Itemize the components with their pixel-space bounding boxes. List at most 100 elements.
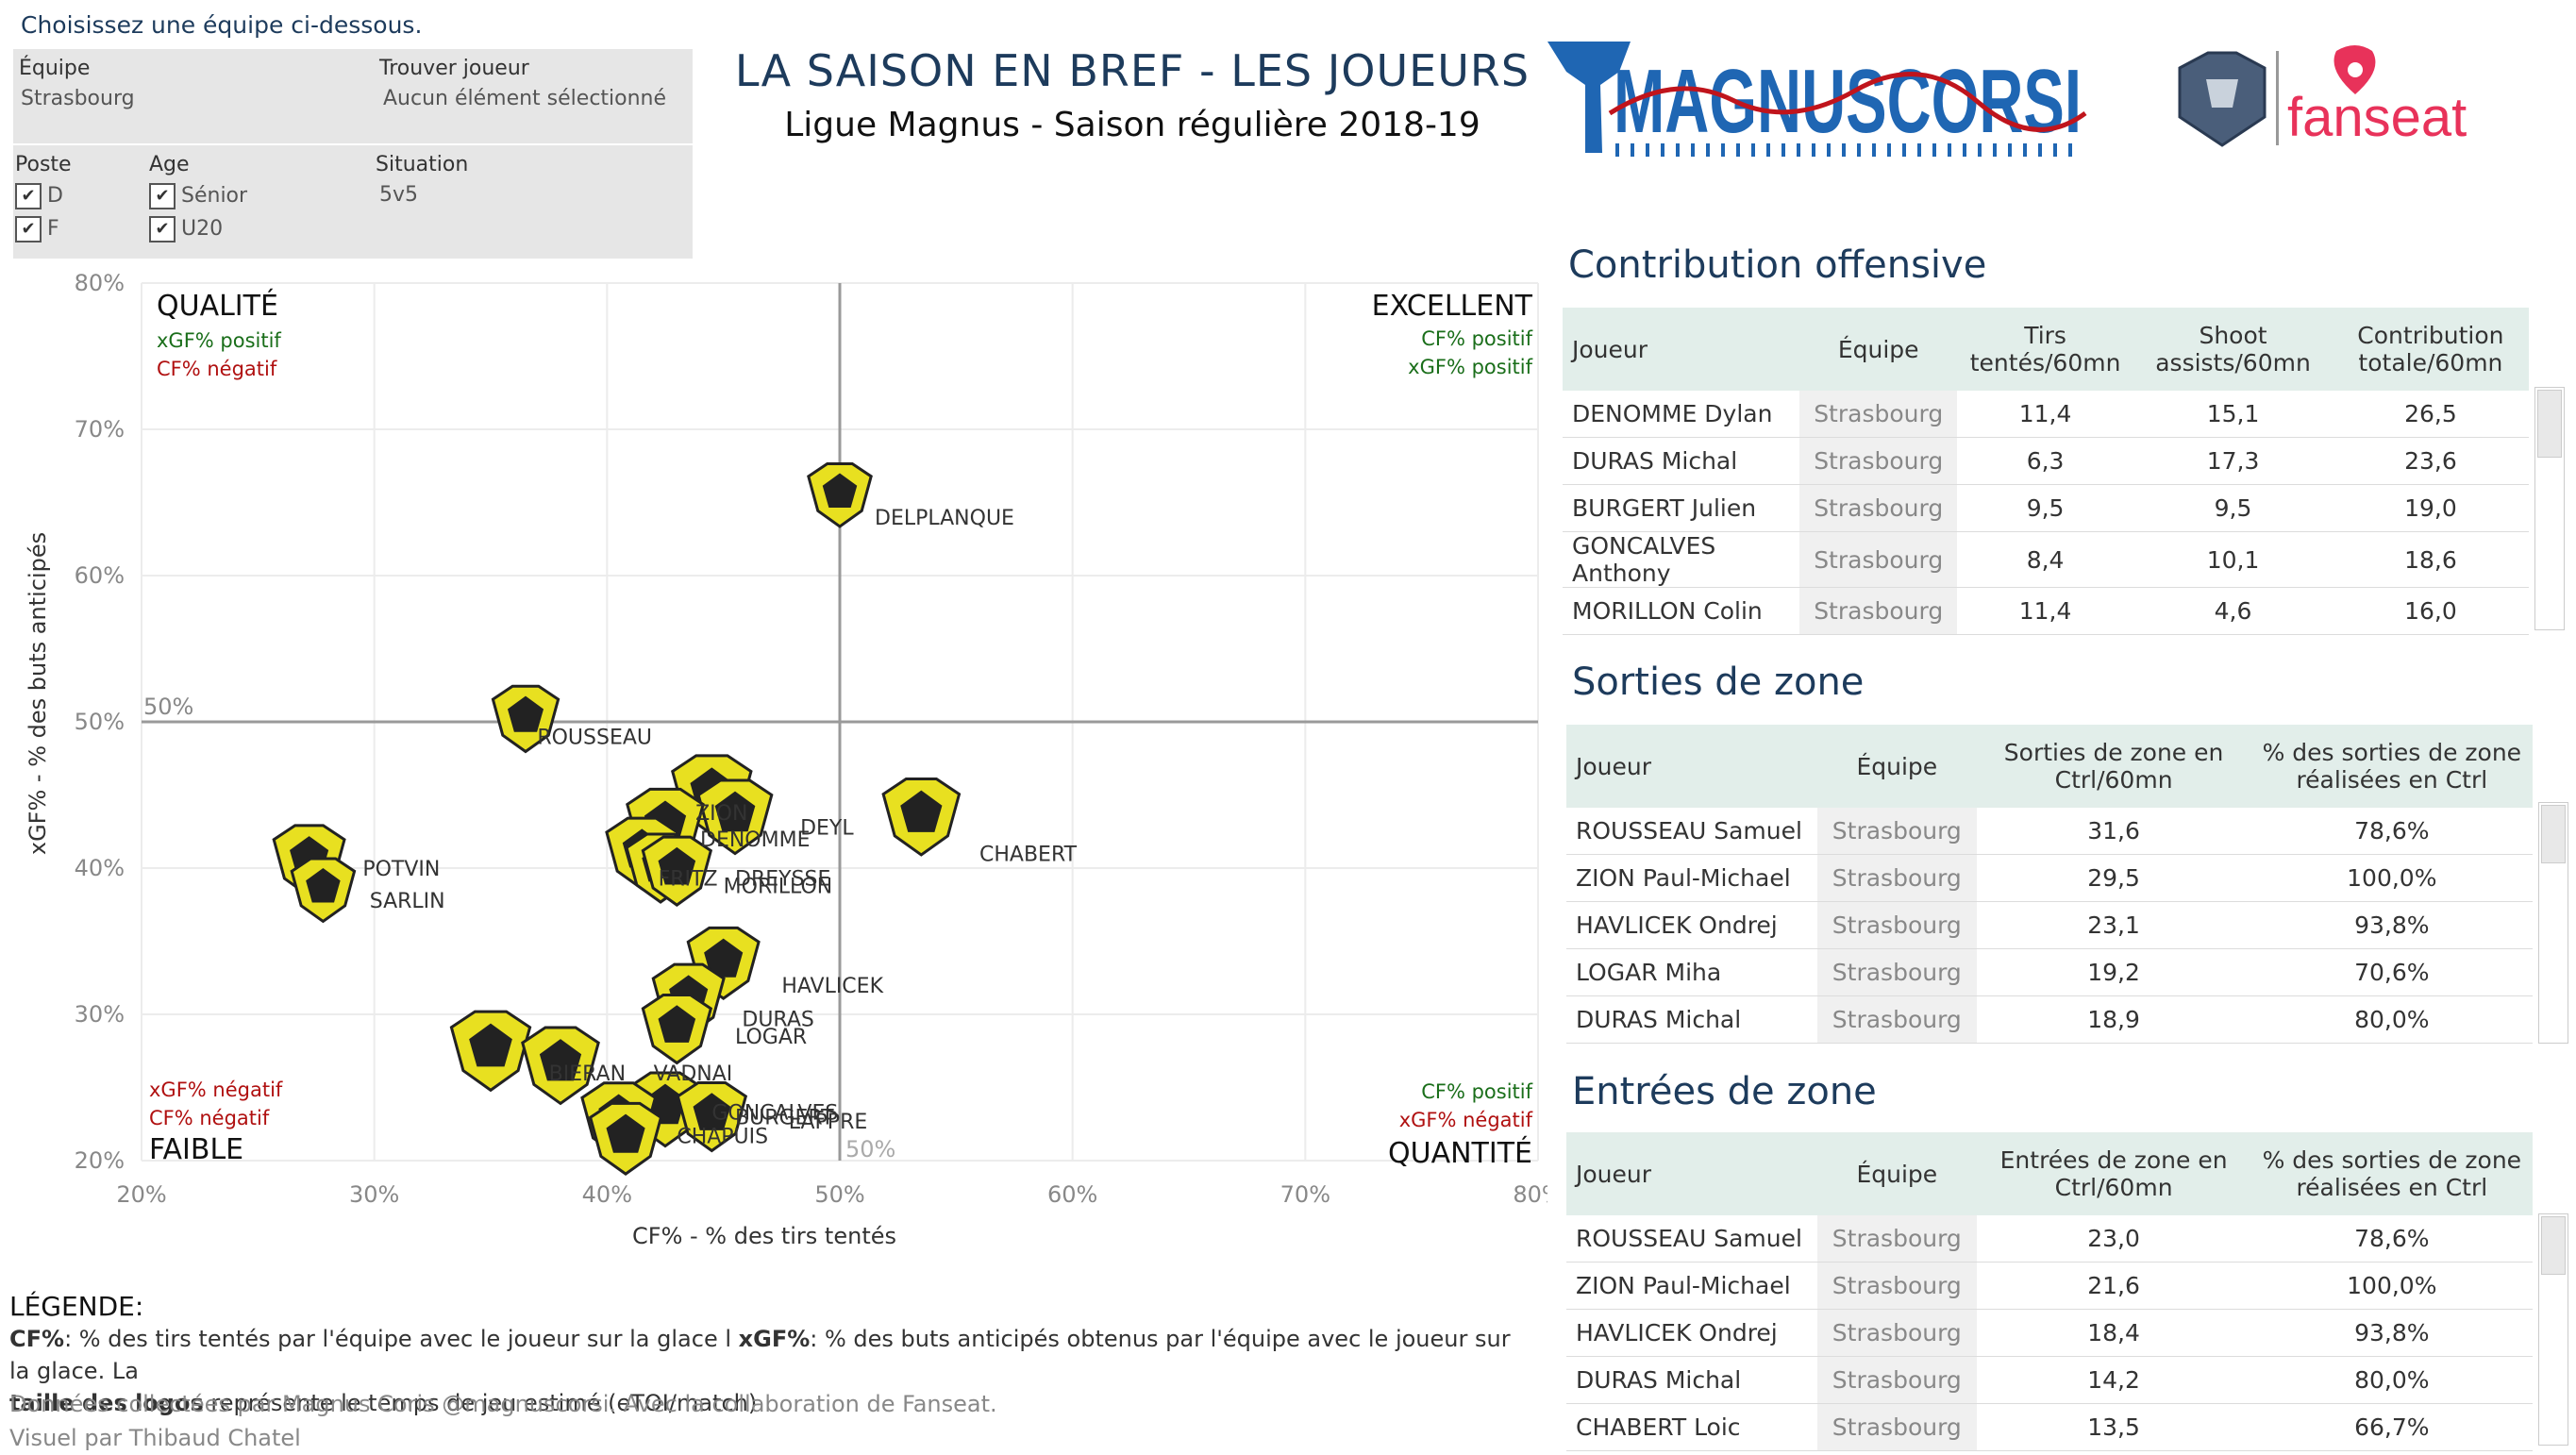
col-header: Joueur xyxy=(1566,1132,1818,1215)
table-row[interactable]: HAVLICEK Ondrej Strasbourg 18,4 93,8% xyxy=(1566,1309,2533,1357)
player-name-cell: DURAS Michal xyxy=(1566,995,1818,1044)
player-point[interactable] xyxy=(641,994,713,1065)
player-finder-input[interactable]: Aucun élément sélectionné xyxy=(383,87,667,110)
contribution-scrollbar[interactable] xyxy=(2534,387,2565,630)
player-label: CHAPUIS xyxy=(677,1125,768,1148)
player-point[interactable] xyxy=(641,835,713,907)
table-row[interactable]: ZION Paul-Michael Strasbourg 29,5 100,0% xyxy=(1566,854,2533,902)
player-label: DREYSSE xyxy=(735,868,830,892)
player-point[interactable] xyxy=(449,1010,532,1093)
scrollbar-thumb[interactable] xyxy=(2541,805,2566,863)
scrollbar-thumb[interactable] xyxy=(2537,390,2562,458)
filters-panel xyxy=(13,49,693,259)
checkbox-checked-icon[interactable]: ✔ xyxy=(149,183,176,209)
player-finder-label: Trouver joueur xyxy=(379,57,529,80)
y-tick-label: 70% xyxy=(75,416,125,443)
checkbox-checked-icon[interactable]: ✔ xyxy=(149,216,176,242)
x-tick-label: 50% xyxy=(814,1181,864,1208)
checkbox-checked-icon[interactable]: ✔ xyxy=(15,183,42,209)
team-filter-dropdown[interactable]: Strasbourg xyxy=(21,87,135,110)
logo-star-icon xyxy=(306,868,341,903)
quadrant-title-quantity: QUANTITÉ xyxy=(1388,1136,1532,1170)
value-cell: 17,3 xyxy=(2133,437,2333,485)
quadrant-note: xGF% positif xyxy=(1408,356,1532,378)
checkbox-checked-icon[interactable]: ✔ xyxy=(15,216,42,242)
y-reference-label: 50% xyxy=(143,694,193,720)
player-name-cell: HAVLICEK Ondrej xyxy=(1566,901,1818,949)
credits: Données collectées par Magnus Coris @mag… xyxy=(9,1387,997,1455)
value-cell: 26,5 xyxy=(2332,391,2529,438)
player-label: DEYL xyxy=(800,816,854,840)
player-label: ROUSSEAU xyxy=(537,726,652,749)
table-row[interactable]: ROUSSEAU Samuel Strasbourg 31,6 78,6% xyxy=(1566,808,2533,855)
player-point[interactable] xyxy=(696,778,774,856)
player-point[interactable] xyxy=(807,462,873,528)
player-name-cell: CHABERT Loic xyxy=(1566,1403,1818,1451)
legend-xgf-text: : % des buts anticipés obtenus par l'équ… xyxy=(9,1326,1511,1384)
scrollbar-thumb[interactable] xyxy=(2541,1216,2566,1275)
col-header: Tirs tentés/60mn xyxy=(1956,308,2134,391)
sorties-section-title: Sorties de zone xyxy=(1572,661,1865,704)
age-option-u20[interactable]: ✔ U20 xyxy=(149,216,223,242)
team-cell: Strasbourg xyxy=(1799,587,1957,635)
player-name-cell: HAVLICEK Ondrej xyxy=(1566,1309,1818,1357)
team-cell: Strasbourg xyxy=(1817,1215,1977,1263)
age-filter-label: Age xyxy=(149,153,190,176)
value-cell: 6,3 xyxy=(1956,437,2134,485)
value-cell: 100,0% xyxy=(2250,854,2533,902)
logo-star-icon xyxy=(714,791,756,832)
player-point[interactable] xyxy=(290,857,357,924)
col-header: Équipe xyxy=(1817,1132,1977,1215)
team-filter-label: Équipe xyxy=(19,57,91,80)
y-tick-label: 80% xyxy=(75,274,125,296)
player-point[interactable] xyxy=(676,1081,748,1153)
quadrant-note: CF% négatif xyxy=(157,358,277,380)
sorties-scrollbar[interactable] xyxy=(2538,802,2568,1044)
player-label: CHABERT xyxy=(979,843,1078,866)
table-row[interactable]: ROUSSEAU Samuel Strasbourg 23,0 78,6% xyxy=(1566,1215,2533,1263)
player-name-cell: MORILLON Colin xyxy=(1563,587,1800,635)
entrees-scrollbar[interactable] xyxy=(2538,1213,2568,1446)
x-axis-label: CF% - % des tirs tentés xyxy=(632,1223,896,1249)
table-row[interactable]: ZION Paul-Michael Strasbourg 21,6 100,0% xyxy=(1566,1262,2533,1310)
player-name-cell: ROUSSEAU Samuel xyxy=(1566,808,1818,855)
value-cell: 19,0 xyxy=(2332,484,2529,532)
magnuscorsi-logo: MAGNUSCORSI xyxy=(1547,42,2087,157)
player-point[interactable] xyxy=(588,1101,663,1176)
team-cell: Strasbourg xyxy=(1817,1356,1977,1404)
value-cell: 13,5 xyxy=(1976,1403,2251,1451)
player-label: DELPLANQUE xyxy=(875,507,1014,530)
player-point[interactable] xyxy=(491,684,560,754)
position-filter-label: Poste xyxy=(15,153,72,176)
col-header: Équipe xyxy=(1799,308,1957,391)
position-option-d[interactable]: ✔ D xyxy=(15,183,63,209)
position-option-f[interactable]: ✔ F xyxy=(15,216,59,242)
player-point[interactable] xyxy=(521,1026,600,1106)
player-point[interactable] xyxy=(881,778,962,857)
table-row[interactable]: DENOMME Dylan Strasbourg 11,4 15,1 26,5 xyxy=(1563,391,2529,438)
table-row[interactable]: DURAS Michal Strasbourg 18,9 80,0% xyxy=(1566,995,2533,1044)
table-row[interactable]: GONCALVES Anthony Strasbourg 8,4 10,1 18,6 xyxy=(1563,531,2529,588)
player-name-cell: LOGAR Miha xyxy=(1566,948,1818,996)
col-header: Entrées de zone en Ctrl/60mn xyxy=(1976,1132,2251,1215)
age-option-senior[interactable]: ✔ Sénior xyxy=(149,183,247,209)
table-row[interactable]: MORILLON Colin Strasbourg 11,4 4,6 16,0 xyxy=(1563,587,2529,635)
logo-star-icon xyxy=(704,938,744,978)
team-cell: Strasbourg xyxy=(1817,948,1977,996)
value-cell: 11,4 xyxy=(1956,391,2134,438)
table-row[interactable]: DURAS Michal Strasbourg 14,2 80,0% xyxy=(1566,1356,2533,1404)
legend-text: CF%: % des tirs tentés par l'équipe avec… xyxy=(9,1323,1519,1419)
player-label: DENOMME xyxy=(700,828,810,852)
situation-filter-dropdown[interactable]: 5v5 xyxy=(379,183,419,207)
quadrant-title-weak: FAIBLE xyxy=(149,1133,243,1166)
quadrant-note: CF% négatif xyxy=(149,1107,270,1129)
table-row[interactable]: LOGAR Miha Strasbourg 19,2 70,6% xyxy=(1566,948,2533,996)
table-row[interactable]: CHABERT Loic Strasbourg 13,5 66,7% xyxy=(1566,1403,2533,1451)
quadrant-note: xGF% négatif xyxy=(149,1079,283,1101)
table-row[interactable]: HAVLICEK Ondrej Strasbourg 23,1 93,8% xyxy=(1566,901,2533,949)
quadrant-title-excellent: EXCELLENT xyxy=(1372,290,1533,323)
table-row[interactable]: DURAS Michal Strasbourg 6,3 17,3 23,6 xyxy=(1563,437,2529,485)
player-label: LAPPRE xyxy=(789,1111,868,1134)
value-cell: 18,6 xyxy=(2332,531,2529,588)
table-row[interactable]: BURGERT Julien Strasbourg 9,5 9,5 19,0 xyxy=(1563,484,2529,532)
